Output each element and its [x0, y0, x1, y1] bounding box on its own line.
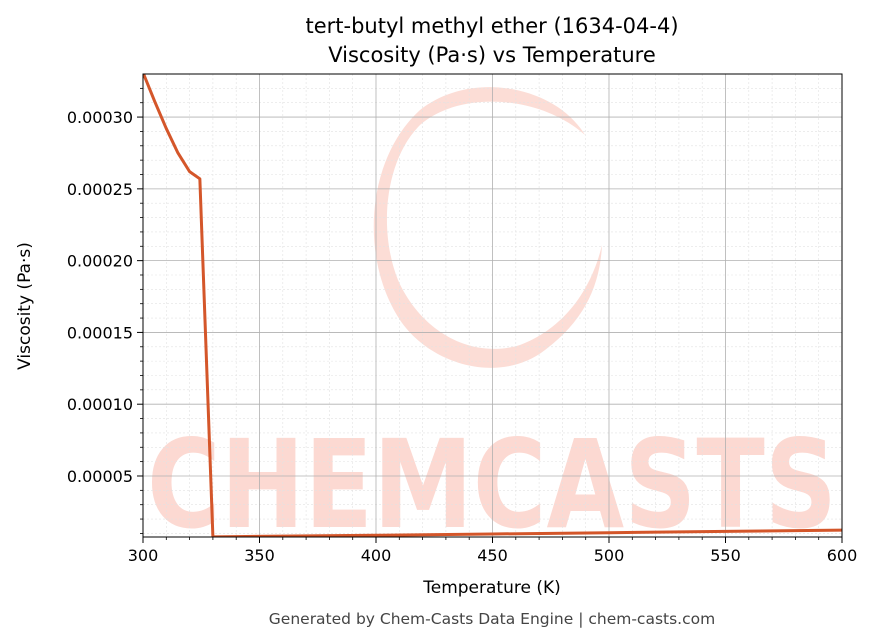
major-grid — [143, 74, 842, 537]
y-tick-label: 0.00010 — [67, 395, 133, 414]
footer-credit: Generated by Chem-Casts Data Engine | ch… — [269, 610, 715, 628]
x-axis-label: Temperature (K) — [422, 578, 561, 598]
x-tick-label: 300 — [128, 546, 159, 565]
x-tick-label: 450 — [477, 546, 508, 565]
x-axis: 300 350 400 450 500 550 600 — [128, 537, 858, 565]
watermark-logo-swirl — [373, 87, 602, 368]
y-tick-label: 0.00030 — [67, 108, 133, 127]
watermark: CHEMCASTS — [147, 87, 837, 556]
y-tick-label: 0.00025 — [67, 180, 133, 199]
watermark-text: CHEMCASTS — [147, 414, 837, 556]
chart-subtitle: Viscosity (Pa·s) vs Temperature — [328, 43, 656, 67]
y-axis-label: Viscosity (Pa·s) — [15, 242, 35, 370]
y-tick-label: 0.00015 — [67, 323, 133, 342]
x-tick-label: 500 — [594, 546, 625, 565]
y-axis: 0.00005 0.00010 0.00015 0.00020 0.00025 0.000… — [67, 87, 143, 534]
x-tick-label: 400 — [361, 546, 392, 565]
y-tick-label: 0.00005 — [67, 467, 133, 486]
x-tick-label: 350 — [244, 546, 275, 565]
x-tick-label: 550 — [710, 546, 741, 565]
y-tick-label: 0.00020 — [67, 252, 133, 271]
x-tick-label: 600 — [827, 546, 858, 565]
chart-title: tert-butyl methyl ether (1634-04-4) — [305, 14, 678, 38]
